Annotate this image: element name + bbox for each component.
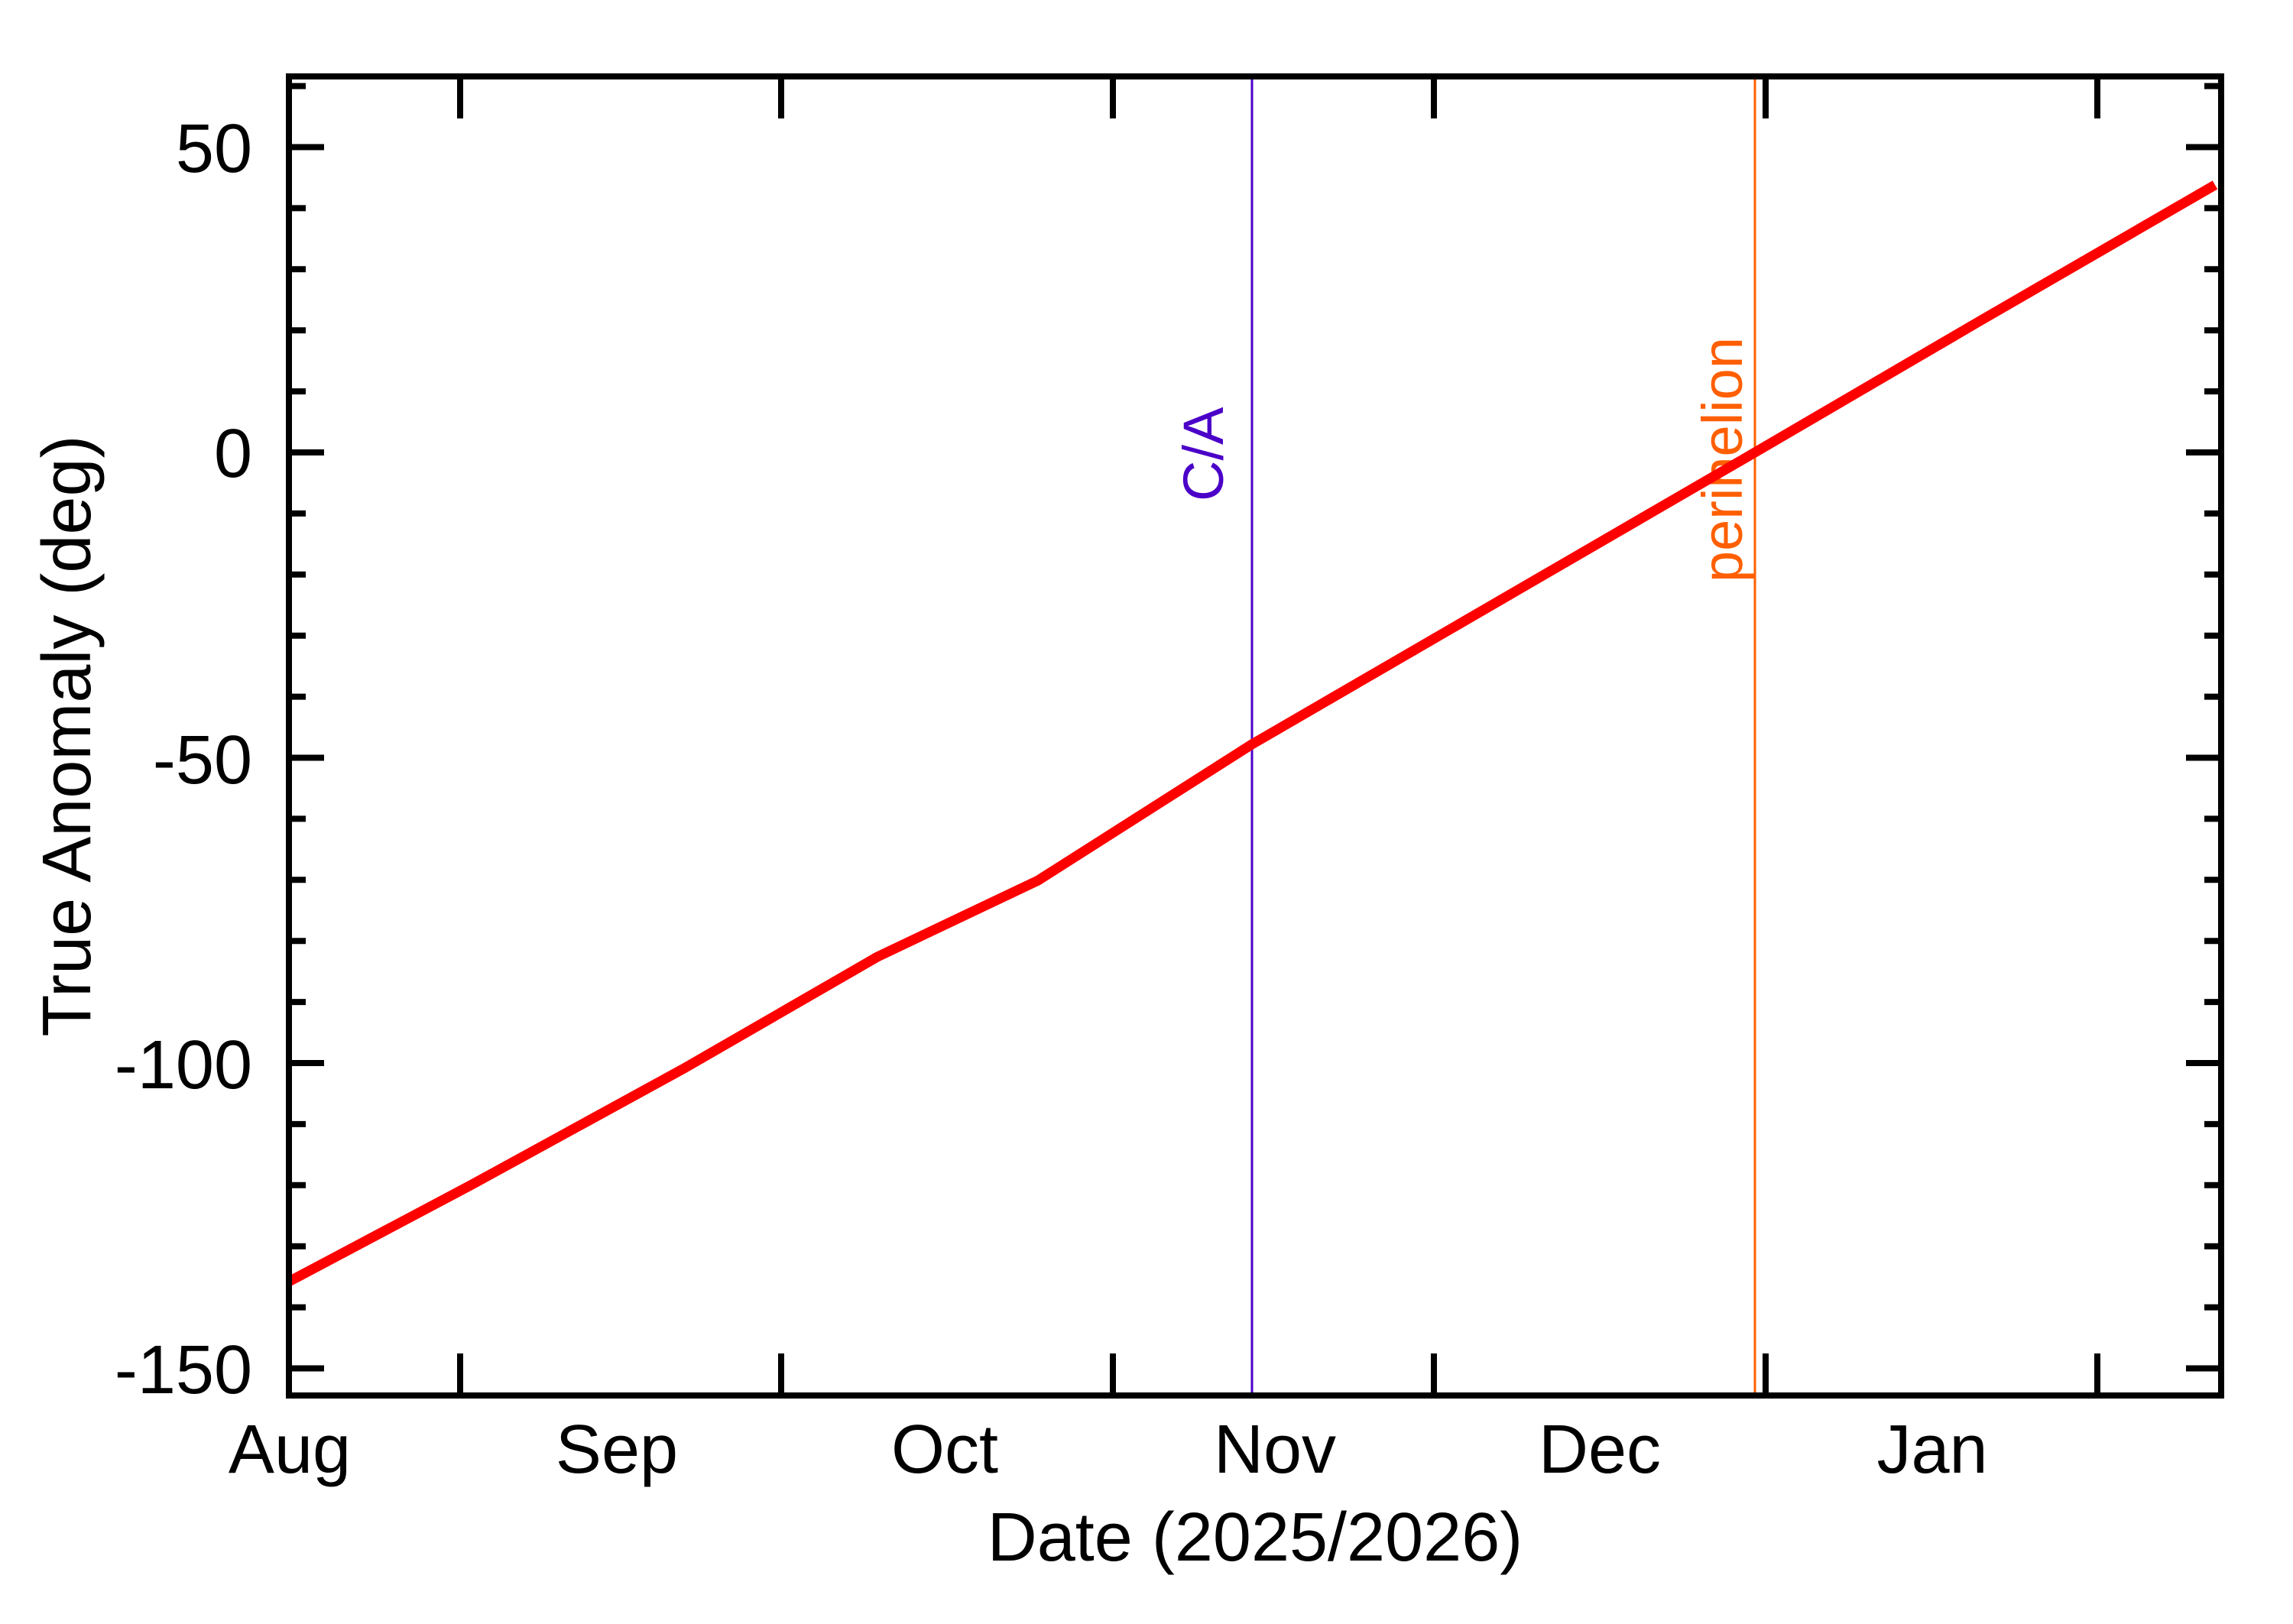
y-tick-label: 50 [176,111,252,187]
y-tick-label: -50 [153,722,252,799]
x-tick-label: Jan [1876,1412,1987,1488]
true-anomaly-series-line [286,180,2218,1286]
x-axis-title: Date (2025/2026) [988,1499,1523,1576]
plot-frame [286,73,2224,1399]
x-tick-label: Oct [891,1412,998,1488]
x-tick-label: Dec [1539,1412,1661,1488]
closest-approach-label: C/A [1172,407,1235,501]
y-tick-labels: 50 0 -50 -100 -150 [115,111,252,1408]
x-tick-labels: Aug Sep Oct Nov Dec Jan [229,1412,1988,1488]
x-tick-label: Sep [556,1412,678,1488]
y-tick-label: -100 [115,1027,252,1104]
y-axis-title: True Anomaly (deg) [29,435,105,1036]
y-tick-label: -150 [115,1332,252,1408]
y-tick-label: 0 [214,416,252,492]
x-tick-label: Nov [1214,1412,1336,1488]
x-tick-label: Aug [229,1412,351,1488]
